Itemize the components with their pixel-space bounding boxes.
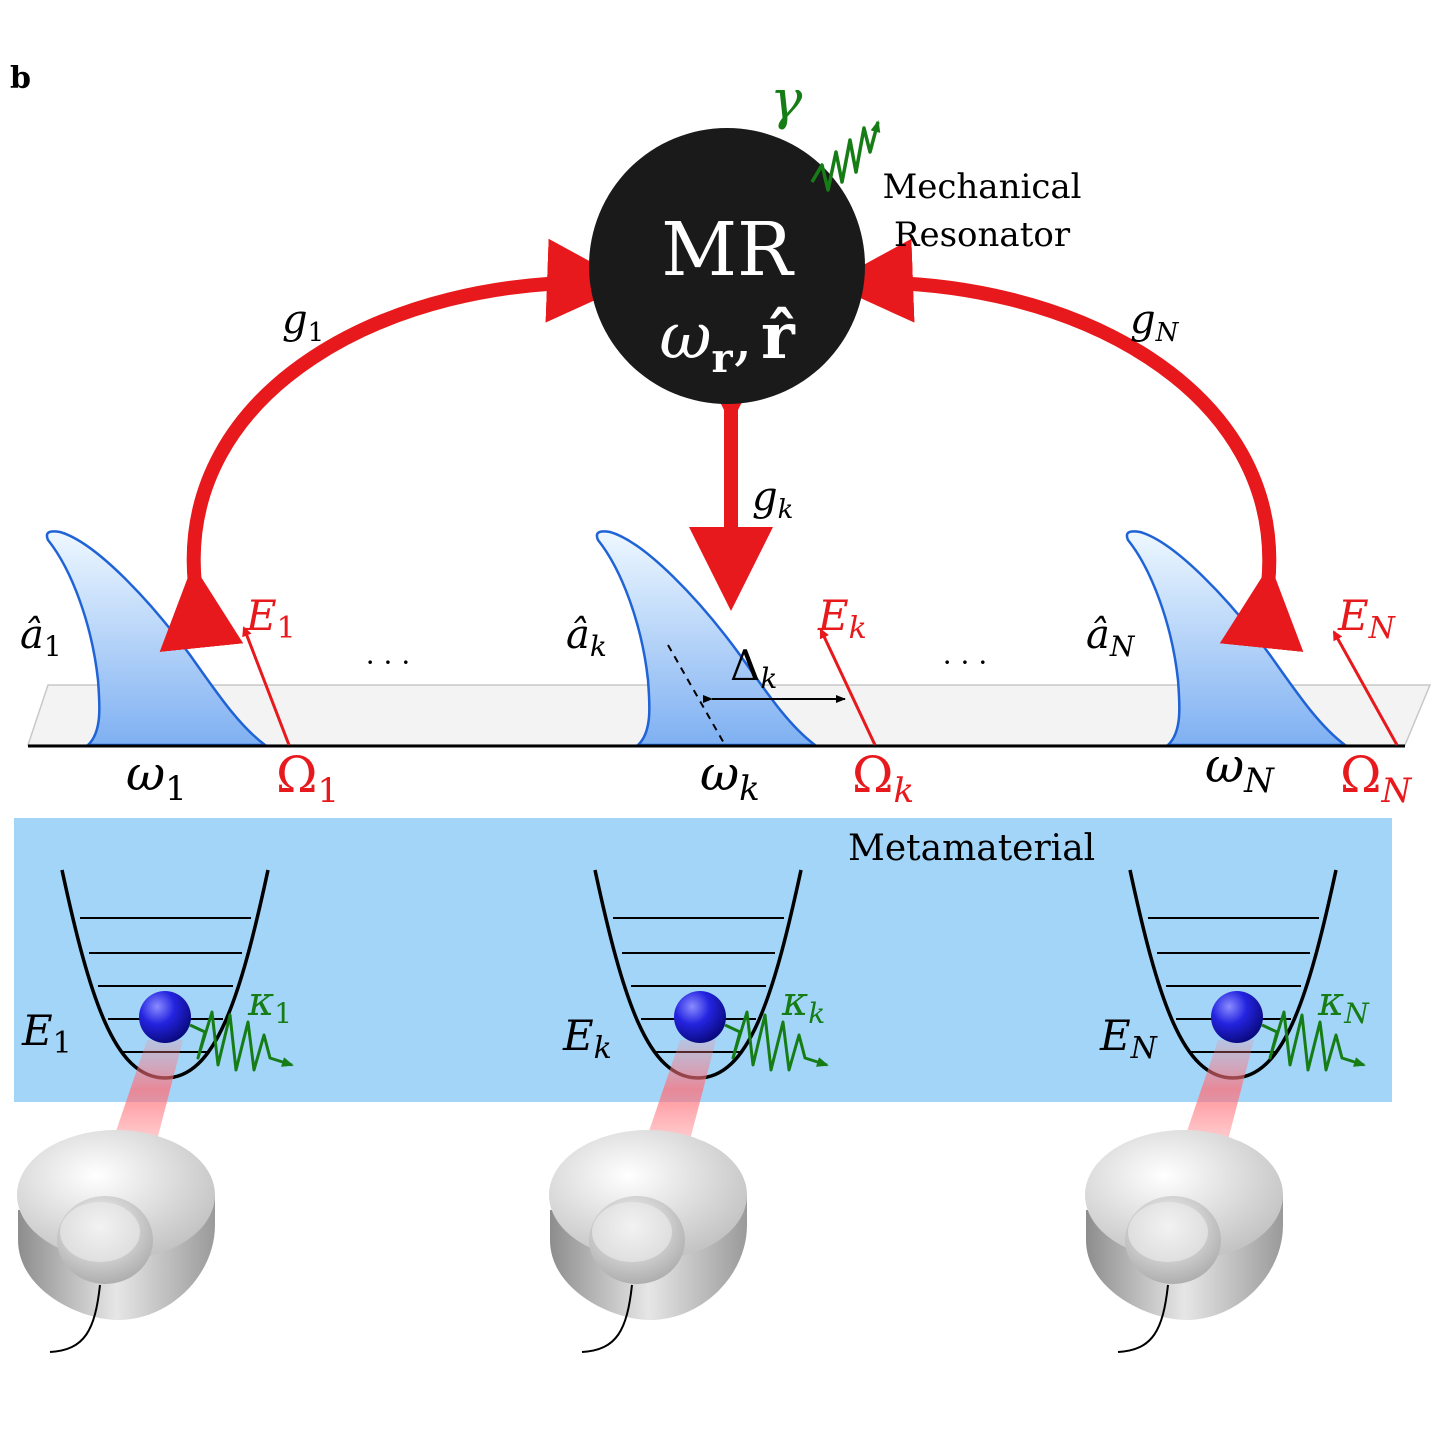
coupling-label-left: g1	[282, 297, 324, 348]
emitter-N	[1128, 869, 1366, 1140]
detector-N	[1085, 1130, 1283, 1353]
ellipsis-left: · · ·	[366, 646, 411, 679]
emitter-decay-wave-N	[1261, 1010, 1366, 1072]
emitter-decay-wave-1	[189, 1010, 294, 1072]
coupling-label-center: gk	[752, 474, 793, 525]
emitter-decay-label-1: κ1	[247, 979, 292, 1030]
laser-beam-k	[646, 1040, 716, 1140]
resonator-description-line1: Mechanical	[882, 167, 1081, 207]
detuning-label: Δk	[730, 641, 777, 695]
drive-label-1: E1	[245, 591, 296, 646]
laser-beam-1	[113, 1040, 183, 1140]
atom-sphere-k	[674, 991, 726, 1043]
drive-label-N: EN	[1337, 591, 1397, 646]
panel-label: b	[10, 61, 31, 96]
mode-frequency-N: ωN	[1205, 738, 1275, 801]
emitter-k	[593, 869, 829, 1140]
mechanical-resonator	[589, 128, 865, 404]
drive-frequency-k: Ωk	[852, 746, 914, 811]
emitter-decay-label-k: κk	[781, 979, 825, 1030]
ellipsis-right: · · ·	[943, 646, 988, 679]
mode-frequency-k: ωk	[700, 746, 760, 809]
detector-cable-k	[581, 1284, 633, 1353]
resonator-description-line2: Resonator	[894, 215, 1071, 255]
coupling-arrow-right	[829, 238, 1304, 652]
resonator-damping-wave	[810, 120, 881, 192]
mode-peak-1	[45, 530, 269, 747]
drive-arrow-N	[1332, 630, 1399, 746]
emitter-energy-label-k: Ek	[562, 1011, 612, 1066]
detector-cable-1	[49, 1284, 101, 1353]
mode-frequency-1: ω1	[126, 746, 187, 809]
emitter-decay-wave-k	[724, 1010, 829, 1072]
resonator-title: MR	[661, 207, 795, 293]
emitter-1	[60, 869, 294, 1140]
emitter-energy-label-1: E1	[21, 1006, 72, 1061]
drive-frequency-1: Ω1	[276, 746, 339, 811]
atom-sphere-1	[139, 991, 191, 1043]
mode-center-dashed-line	[667, 644, 726, 746]
resonator-damping-symbol: γ	[770, 68, 803, 131]
coupling-label-right: gN	[1130, 297, 1180, 348]
drive-frequency-N: ΩN	[1340, 746, 1412, 811]
mode-operator-k: âk	[566, 612, 607, 663]
atom-sphere-N	[1211, 991, 1263, 1043]
emitter-decay-label-N: κN	[1317, 979, 1370, 1030]
resonator-symbols: ωr, r̂	[659, 299, 796, 382]
detector-k	[549, 1130, 747, 1353]
detector-cable-N	[1117, 1284, 1169, 1353]
mode-operator-N: âN	[1086, 612, 1136, 663]
coupling-arrow-left	[159, 238, 631, 652]
mode-operator-1: â1	[20, 612, 62, 663]
metamaterial-label: Metamaterial	[848, 828, 1095, 869]
laser-beam-N	[1184, 1040, 1254, 1140]
detector-1	[17, 1130, 215, 1353]
drive-label-k: Ek	[817, 591, 867, 646]
emitter-energy-label-N: EN	[1099, 1011, 1159, 1066]
